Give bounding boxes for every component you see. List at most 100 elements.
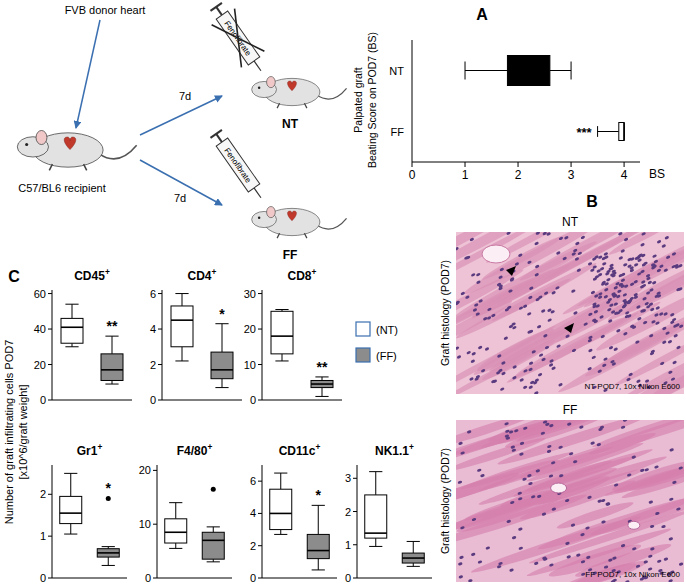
nucleus: [546, 449, 551, 453]
nucleus: [588, 335, 593, 340]
nucleus: [509, 430, 514, 434]
background: [0, 0, 686, 588]
lower-whisker: [182, 347, 183, 361]
mouse-legs: [277, 103, 307, 108]
tick-label: 0: [40, 572, 46, 584]
outlier: [106, 496, 111, 501]
nucleus: [596, 443, 601, 447]
nucleus: [478, 299, 483, 304]
nucleus: [651, 320, 656, 325]
tick-label: 4: [250, 507, 256, 519]
superscript: +: [315, 442, 320, 452]
nucleus: [675, 323, 680, 328]
tick-label: 0: [409, 168, 416, 182]
whisker-cap: [369, 471, 382, 472]
nucleus: [549, 424, 554, 428]
whisker-cap: [102, 565, 115, 566]
nucleus: [665, 255, 670, 260]
nucleus: [629, 282, 634, 287]
box: [311, 380, 333, 387]
y-axis: [262, 290, 263, 400]
nucleus: [550, 310, 555, 315]
y-axis-label: Graft histology (POD7): [439, 448, 451, 554]
nucleus: [649, 351, 654, 356]
nucleus: [672, 480, 677, 484]
superscript: +: [312, 267, 317, 277]
whisker-cap: [312, 505, 325, 506]
nucleus: [523, 369, 528, 374]
nucleus: [542, 232, 547, 236]
y-axis: [52, 465, 53, 578]
nucleus: [504, 434, 509, 438]
nucleus: [512, 536, 517, 540]
tick: [258, 513, 262, 514]
nucleus: [593, 310, 598, 315]
nucleus: [678, 287, 683, 292]
nucleus: [558, 383, 563, 388]
nucleus: [460, 526, 465, 530]
upper-whisker: [70, 473, 71, 496]
nucleus: [656, 240, 661, 245]
nucleus: [641, 309, 646, 314]
nucleus: [510, 500, 515, 504]
muscle-fiber: [587, 420, 684, 459]
box: [101, 354, 123, 381]
whisker-cap: [597, 126, 598, 137]
nucleus: [551, 366, 556, 371]
upper-whisker: [72, 304, 73, 318]
tick: [158, 293, 162, 294]
nucleus: [523, 385, 528, 390]
donor-label: FVB donor heart: [65, 4, 146, 16]
whisker-cap: [315, 396, 328, 397]
nucleus: [635, 564, 640, 568]
nucleus: [621, 544, 626, 548]
nucleus: [609, 303, 614, 308]
syringe-plunger: [216, 134, 222, 142]
nucleus: [663, 268, 668, 273]
recipient-label: C57/BL6 recipient: [18, 182, 105, 194]
nucleus: [610, 580, 615, 582]
nucleus: [659, 264, 664, 269]
whisker-cap: [175, 293, 188, 294]
mouse-legs: [49, 164, 86, 170]
nucleus: [478, 345, 483, 350]
muscle-fiber: [478, 444, 614, 494]
nucleus: [635, 340, 640, 345]
nucleus: [637, 316, 642, 321]
nucleus: [602, 363, 607, 368]
nucleus: [540, 431, 545, 435]
nucleus: [566, 555, 571, 559]
nucleus: [510, 445, 515, 449]
nucleus: [528, 361, 533, 366]
nucleus: [469, 377, 474, 382]
lower-whisker: [108, 557, 109, 565]
tick: [258, 329, 262, 330]
lower-whisker: [222, 379, 223, 388]
tick: [48, 578, 52, 579]
muscle-fiber: [474, 324, 556, 375]
nucleus: [528, 295, 533, 300]
x-axis: [412, 162, 640, 163]
nucleus: [661, 525, 666, 529]
arrow: [140, 160, 222, 205]
muscle-fiber: [600, 304, 684, 369]
nucleus: [650, 263, 655, 268]
nucleus: [661, 244, 666, 249]
tick-label: 10: [139, 518, 151, 530]
tick-label: 20: [244, 323, 256, 335]
nucleus: [518, 306, 523, 311]
nucleus: [537, 372, 542, 377]
nucleus: [457, 480, 462, 484]
nucleus: [668, 537, 673, 541]
nucleus: [483, 316, 488, 321]
tick: [258, 293, 262, 294]
nucleus: [620, 249, 625, 254]
nucleus: [480, 474, 485, 478]
nucleus: [571, 348, 576, 353]
nucleus: [605, 502, 610, 506]
whisker-cap: [275, 309, 288, 310]
nucleus: [607, 307, 612, 312]
nucleus: [551, 507, 556, 511]
nucleus: [528, 367, 533, 372]
whisker-cap: [207, 561, 220, 562]
